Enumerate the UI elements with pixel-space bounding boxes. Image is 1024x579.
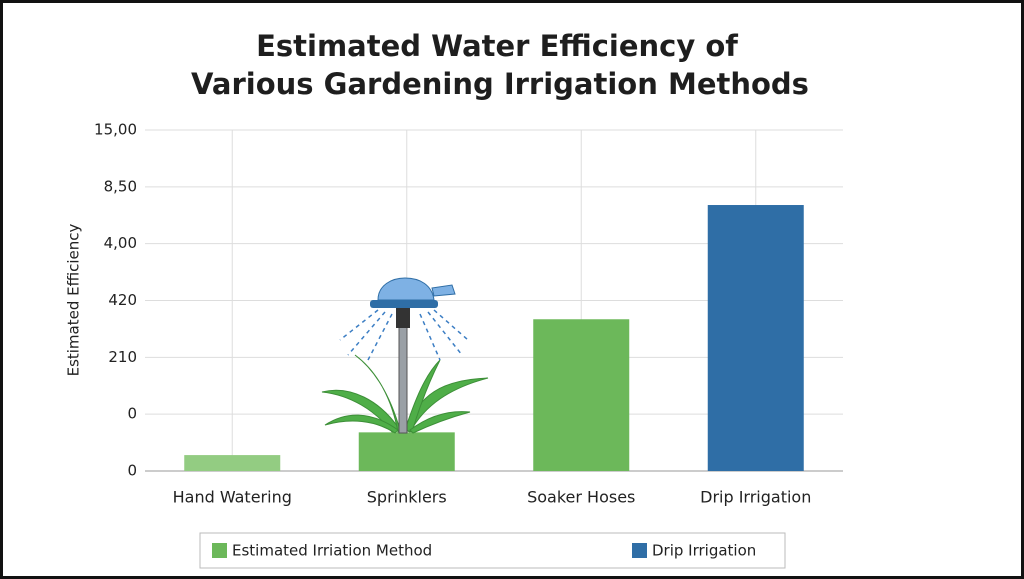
bar (358, 432, 455, 471)
y-tick-label: 210 (108, 348, 137, 366)
x-tick-label: Sprinklers (367, 488, 447, 507)
bar (707, 205, 804, 471)
legend-swatch (632, 543, 647, 558)
sprinkler-illustration (321, 277, 489, 434)
y-axis-label: Estimated Efficiency (65, 223, 83, 376)
y-tick-label: 0 (127, 405, 137, 423)
y-tick-label: 8,50 (104, 177, 137, 195)
x-tick-label: Drip Irrigation (700, 488, 811, 507)
y-tick-label: 420 (108, 291, 137, 309)
chart-title: Various Gardening Irrigation Methods (191, 67, 809, 101)
bar (533, 319, 630, 471)
legend-swatch (212, 543, 227, 558)
legend-box (199, 532, 786, 569)
legend: Estimated Irriation Method Drip Irrigatio… (212, 542, 756, 560)
plot: 0 0 210 420 4,00 8,50 15,00 Hand Watering Sprink… (94, 121, 843, 507)
bar (184, 455, 281, 471)
x-tick-label: Soaker Hoses (527, 488, 635, 507)
y-tick-label: 15,00 (94, 121, 137, 139)
chart-title: Estimated Water Efficiency of (256, 29, 738, 63)
y-tick-label: 0 (127, 462, 137, 480)
legend-label: Drip Irrigation (652, 542, 756, 560)
x-tick-label: Hand Watering (173, 488, 292, 507)
y-tick-label: 4,00 (104, 234, 137, 252)
legend-label: Estimated Irriation Method (232, 542, 432, 560)
